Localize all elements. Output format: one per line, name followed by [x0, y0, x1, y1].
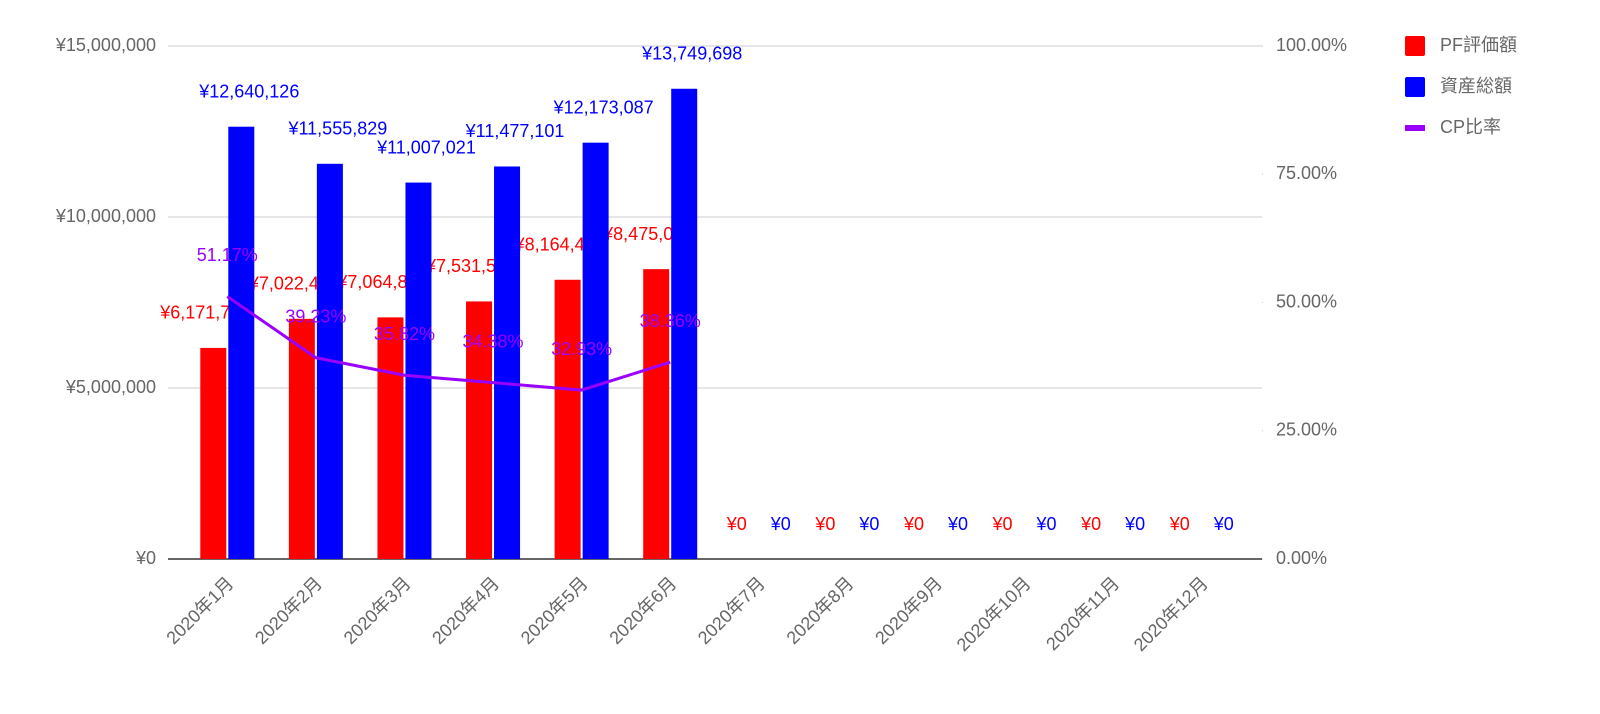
bar — [643, 269, 670, 559]
x-tick-label: 2020年6月 — [605, 573, 680, 648]
legend-label: PF評価額 — [1440, 35, 1517, 55]
y2-tick-label: 100.00% — [1276, 35, 1347, 55]
x-tick-label: 2020年12月 — [1130, 573, 1212, 655]
y2-tick-label: 75.00% — [1276, 163, 1337, 183]
bar — [200, 347, 227, 559]
bar — [582, 142, 609, 559]
y-tick-label: ¥15,000,000 — [55, 35, 156, 55]
data-label: 51.17% — [197, 245, 258, 265]
data-label: 38.36% — [640, 311, 701, 331]
data-label: ¥0 — [1080, 514, 1101, 534]
data-label: ¥7,531,543 — [425, 256, 516, 276]
data-label: 32.93% — [551, 339, 612, 359]
data-label: ¥12,640,126 — [198, 81, 299, 101]
bar — [554, 279, 581, 559]
data-label: ¥11,555,829 — [287, 119, 387, 139]
data-label: 35.82% — [374, 324, 435, 344]
legend-label: CP比率 — [1440, 117, 1501, 137]
legend-swatch — [1405, 36, 1425, 56]
y2-tick-label: 0.00% — [1276, 548, 1327, 568]
legend-swatch — [1405, 125, 1425, 131]
data-label: ¥0 — [992, 514, 1013, 534]
data-label: ¥0 — [770, 514, 791, 534]
data-label: ¥11,007,021 — [376, 137, 476, 157]
x-tick-label: 2020年4月 — [428, 573, 503, 648]
data-label: ¥13,749,698 — [641, 44, 742, 64]
x-tick-label: 2020年1月 — [162, 573, 237, 648]
y-tick-label: ¥0 — [135, 548, 156, 568]
data-label: ¥11,477,101 — [465, 121, 565, 141]
bar — [671, 88, 698, 560]
x-tick-label: 2020年5月 — [517, 573, 592, 648]
data-label: ¥0 — [1036, 514, 1057, 534]
data-label: ¥0 — [1124, 514, 1145, 534]
data-label: 39.23% — [285, 307, 346, 327]
bar — [288, 318, 315, 559]
x-tick-label: 2020年9月 — [871, 573, 946, 648]
x-tick-label: 2020年8月 — [783, 573, 858, 648]
x-tick-label: 2020年10月 — [953, 573, 1035, 655]
bar — [377, 317, 404, 559]
data-label: ¥0 — [858, 514, 879, 534]
line — [226, 295, 671, 392]
bar — [494, 166, 521, 559]
data-label: ¥6,171,729 — [159, 303, 250, 323]
bar — [405, 182, 432, 559]
data-label: ¥8,164,488 — [514, 235, 605, 255]
data-label: ¥12,173,087 — [553, 97, 654, 117]
data-label: ¥0 — [1213, 514, 1234, 534]
data-label: 34.38% — [463, 331, 524, 351]
data-label: ¥0 — [903, 514, 924, 534]
y-tick-label: ¥10,000,000 — [55, 206, 156, 226]
y2-tick-label: 25.00% — [1276, 420, 1337, 440]
y-tick-label: ¥5,000,000 — [65, 377, 156, 397]
legend-swatch — [1405, 77, 1425, 97]
data-label: ¥0 — [814, 514, 835, 534]
data-label: ¥0 — [726, 514, 747, 534]
x-tick-label: 2020年7月 — [694, 573, 769, 648]
x-tick-label: 2020年3月 — [340, 573, 415, 648]
legend-label: 資産総額 — [1440, 76, 1512, 96]
data-label: ¥0 — [1169, 514, 1190, 534]
y2-tick-label: 50.00% — [1276, 291, 1337, 311]
bar — [466, 301, 493, 559]
bar — [228, 126, 255, 559]
data-label: ¥8,475,041 — [602, 224, 693, 244]
data-label: ¥7,022,400 — [248, 274, 339, 294]
data-label: ¥7,064,823 — [336, 272, 427, 292]
x-tick-label: 2020年11月 — [1042, 573, 1123, 654]
data-label: ¥0 — [947, 514, 968, 534]
x-tick-label: 2020年2月 — [251, 573, 326, 648]
